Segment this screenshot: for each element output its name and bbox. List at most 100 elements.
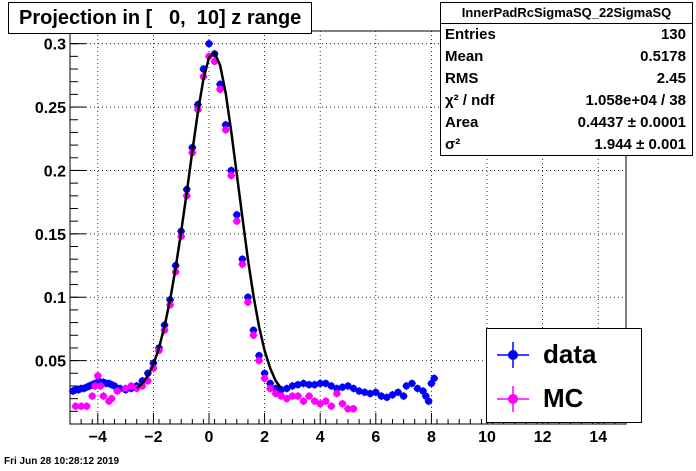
- stats-label: σ²: [445, 136, 461, 153]
- mc-point: [91, 381, 100, 390]
- mc-point: [349, 404, 358, 413]
- data-marker: [366, 389, 374, 398]
- mc-point: [266, 384, 275, 393]
- x-tick-label: 2: [260, 429, 269, 446]
- mc-point: [243, 298, 252, 307]
- mc-point: [332, 389, 341, 398]
- data-point: [388, 390, 397, 399]
- data-marker: [413, 384, 422, 393]
- mc-point: [88, 392, 97, 401]
- data-point: [424, 397, 433, 406]
- data-point: [310, 380, 319, 389]
- data-marker: [255, 351, 263, 360]
- data-point: [282, 384, 291, 393]
- stats-value: 130: [660, 26, 686, 43]
- data-point: [321, 379, 330, 388]
- x-tick-label: 10: [478, 429, 496, 446]
- mc-marker: [294, 392, 302, 400]
- data-point: [221, 120, 230, 129]
- chart-title: Projection in [ 0, 10] z range: [8, 2, 313, 34]
- data-marker: [344, 382, 352, 390]
- mc-point: [282, 394, 291, 403]
- legend-item-mc: MC: [493, 383, 583, 414]
- data-point: [413, 384, 422, 393]
- mc-point: [293, 392, 302, 401]
- mc-point: [327, 402, 336, 411]
- fit-curve: [135, 50, 283, 390]
- data-point: [349, 384, 358, 393]
- mc-marker: [99, 392, 107, 400]
- mc-point: [96, 381, 105, 390]
- data-marker: [227, 166, 235, 175]
- data-marker: [408, 379, 416, 388]
- x-tick-label: −2: [144, 429, 162, 446]
- data-marker: [402, 382, 410, 390]
- mc-marker: [349, 405, 358, 413]
- x-tick-label: 4: [316, 429, 325, 446]
- stats-value: 1.058e+04 / 38: [585, 92, 686, 109]
- data-point: [382, 393, 391, 402]
- data-marker: [377, 392, 385, 400]
- data-marker: [216, 80, 224, 88]
- x-tick-label: 0: [205, 429, 214, 446]
- stats-row-entries: Entries 130: [441, 24, 692, 46]
- mc-point: [227, 171, 236, 180]
- data-marker: [299, 379, 308, 388]
- data-point: [344, 381, 352, 390]
- data-marker: [305, 381, 313, 389]
- mc-marker: [127, 382, 135, 390]
- data-point: [399, 392, 408, 401]
- data-marker: [327, 382, 335, 390]
- legend-marker-data: [497, 341, 529, 368]
- mc-point: [271, 389, 280, 398]
- data-marker: [261, 369, 269, 377]
- y-tick-label: 0.15: [35, 227, 66, 244]
- mc-marker: [83, 402, 91, 410]
- mc-point: [82, 402, 91, 411]
- stats-histogram-name: InnerPadRcSigmaSQ_22SigmaSQ: [441, 3, 692, 24]
- mc-point: [238, 260, 247, 269]
- stats-row-rms: RMS 2.45: [441, 68, 692, 90]
- mc-marker: [108, 395, 116, 403]
- x-tick-label: 14: [589, 429, 607, 446]
- stats-box: InnerPadRcSigmaSQ_22SigmaSQ Entries 130 …: [440, 2, 693, 156]
- mc-point: [249, 331, 258, 340]
- data-marker: [288, 382, 296, 390]
- stats-value: 0.5178: [640, 48, 686, 65]
- mc-point: [107, 394, 116, 403]
- y-tick-label: 0.1: [44, 290, 66, 307]
- mc-marker: [305, 392, 313, 400]
- legend-label-data: data: [543, 339, 597, 369]
- mc-marker: [94, 372, 102, 380]
- mc-point: [216, 85, 225, 94]
- data-point: [407, 379, 416, 388]
- data-marker: [311, 381, 319, 389]
- timestamp-label: Fri Jun 28 10:28:12 2019: [4, 456, 120, 467]
- mc-marker: [91, 382, 99, 390]
- mc-point: [277, 392, 286, 401]
- x-tick-label: 6: [371, 429, 380, 446]
- data-point: [402, 381, 411, 390]
- data-point: [232, 210, 241, 219]
- y-tick-label: 0.3: [44, 37, 66, 54]
- data-marker: [294, 381, 302, 389]
- data-point: [255, 351, 264, 360]
- data-marker: [322, 379, 330, 388]
- stats-value: 0.4437 ± 0.0001: [577, 114, 686, 131]
- mc-marker: [255, 357, 263, 365]
- mc-point: [99, 392, 108, 401]
- mc-marker: [216, 85, 224, 93]
- mc-marker: [299, 397, 308, 405]
- mc-marker: [113, 387, 121, 395]
- data-marker: [361, 388, 369, 396]
- stats-label: χ² / ndf: [445, 92, 495, 109]
- mc-point: [121, 384, 130, 393]
- mc-marker: [227, 171, 235, 180]
- mc-marker: [272, 389, 280, 398]
- data-marker: [349, 384, 358, 393]
- mc-marker: [244, 298, 252, 306]
- stats-label: Entries: [445, 26, 496, 43]
- data-point: [394, 388, 403, 397]
- y-tick-label: 0.2: [44, 163, 66, 180]
- data-marker: [283, 384, 291, 393]
